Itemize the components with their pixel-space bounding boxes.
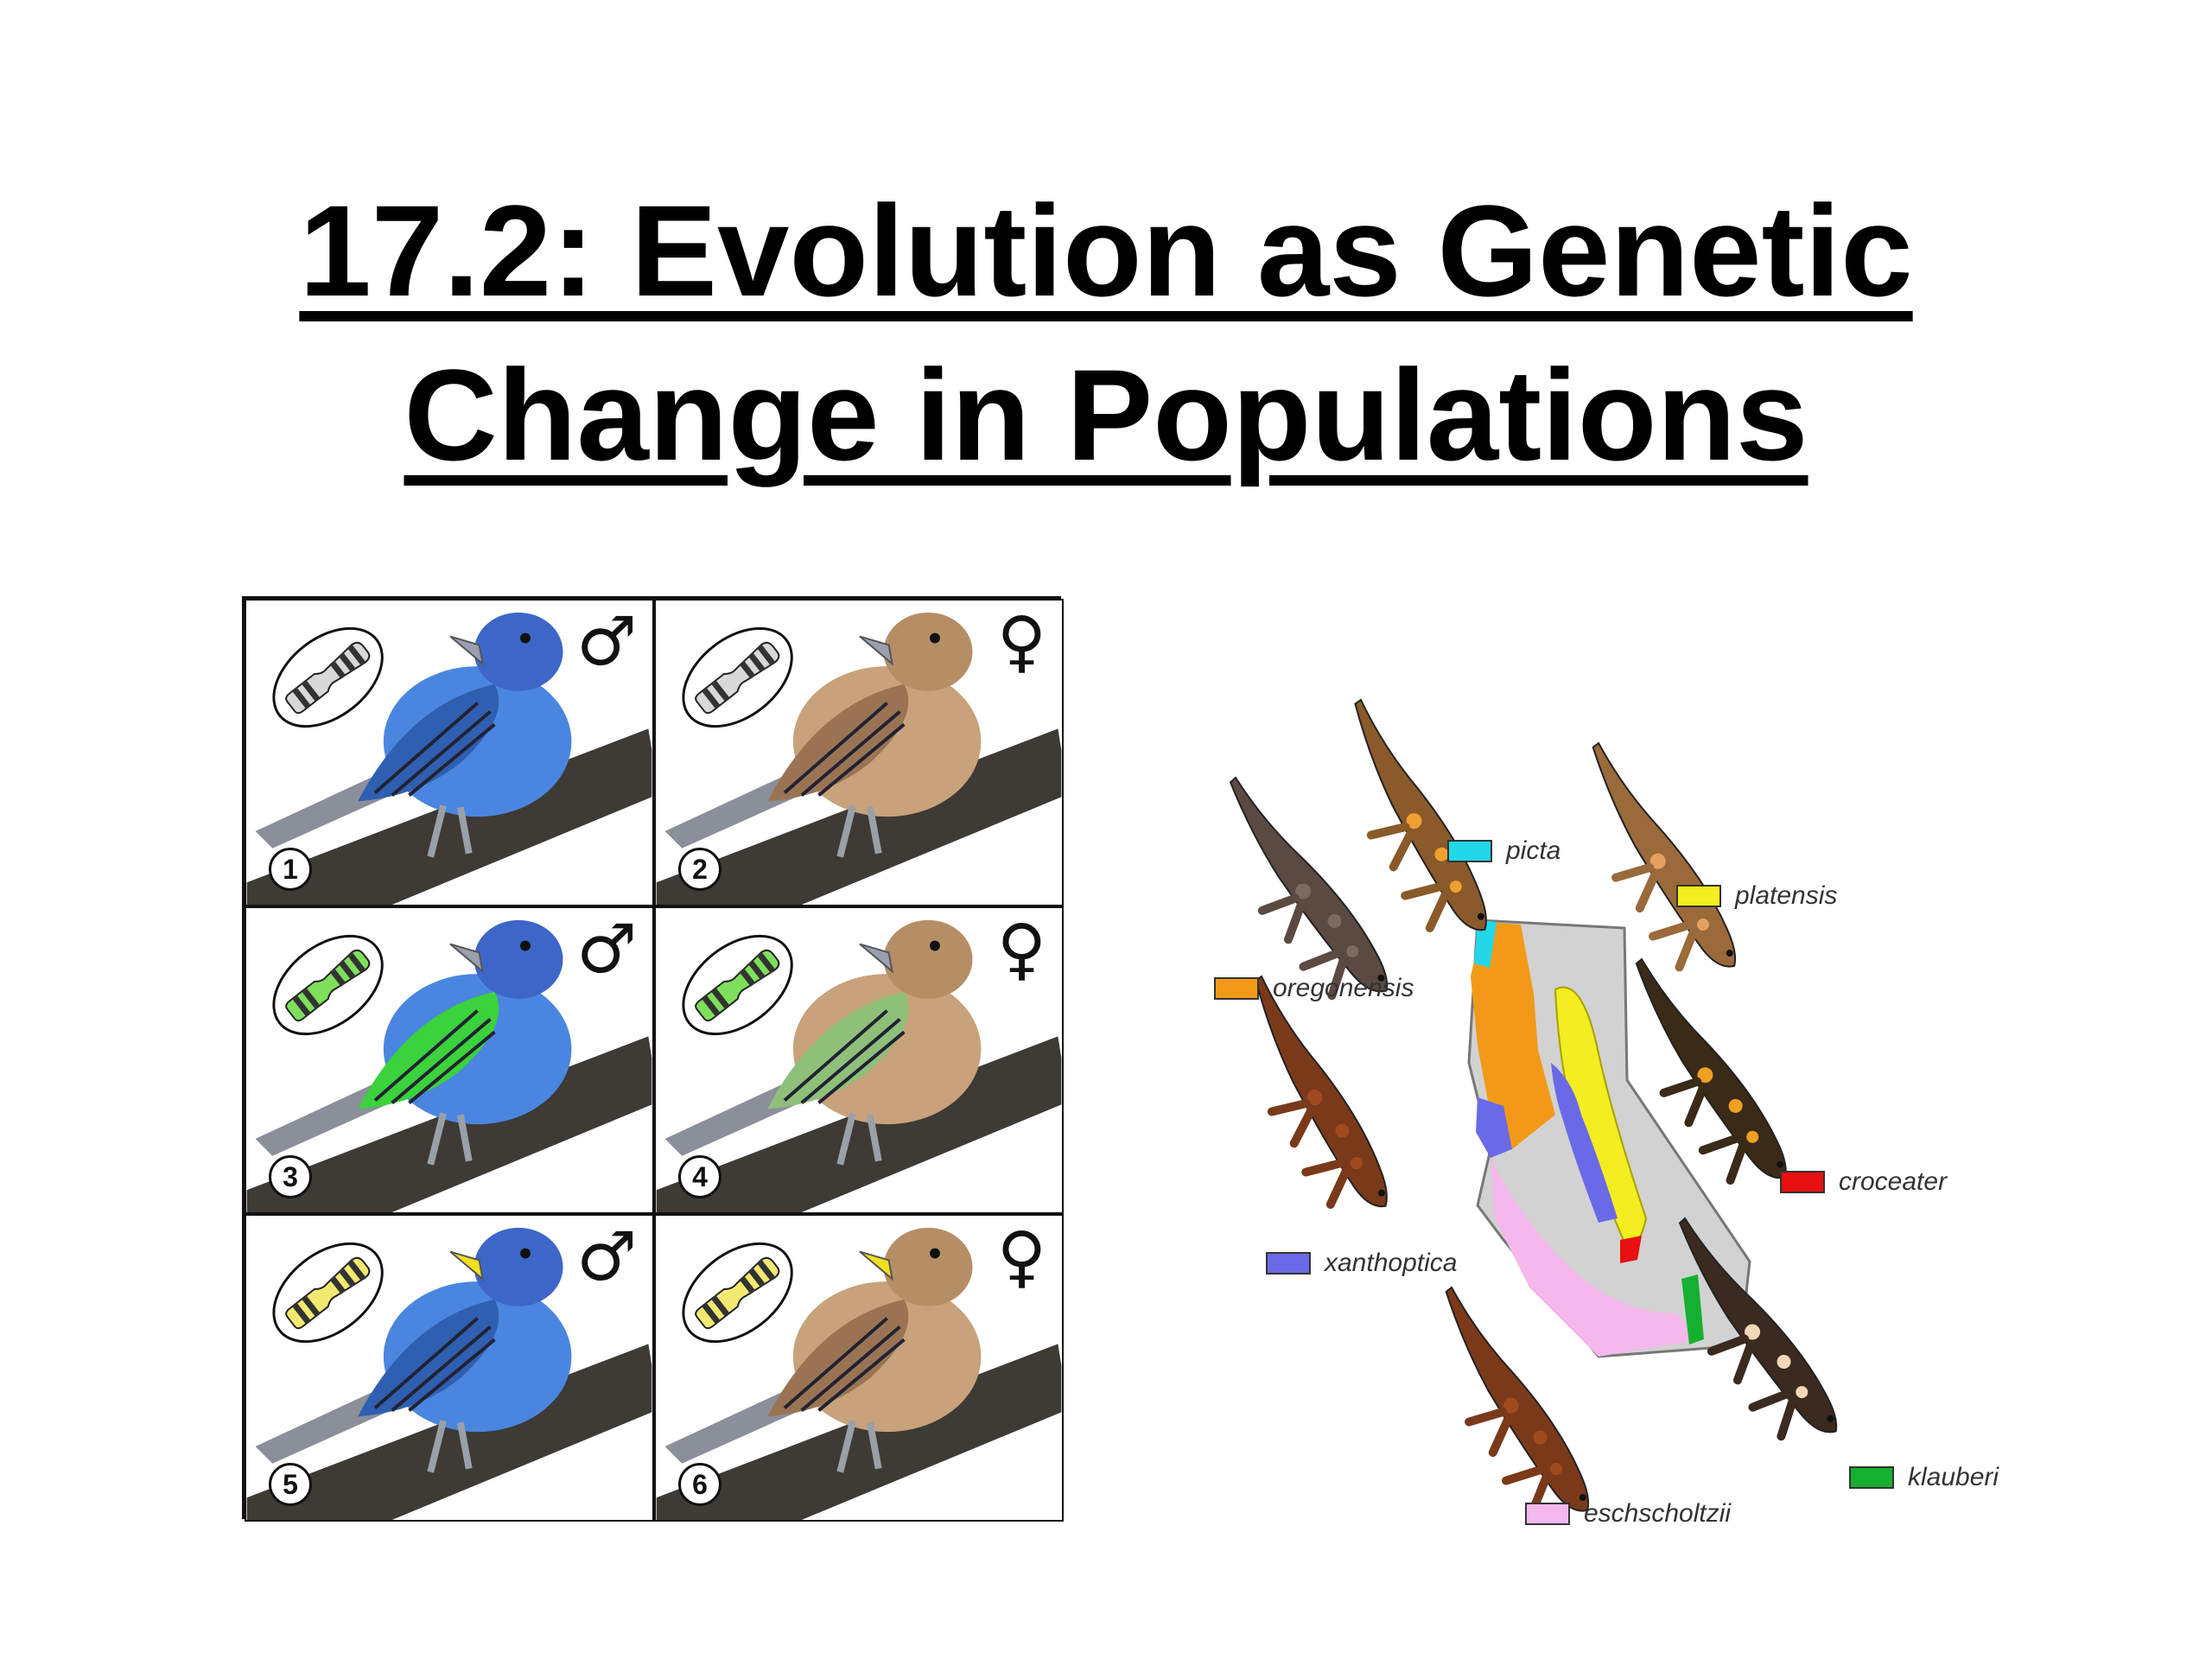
- sex-symbol: ♀: [996, 1218, 1046, 1296]
- legend-item-oregonensis: oregonensis: [1214, 974, 1414, 1003]
- salamander-icon: [1592, 741, 1737, 972]
- title-line-2: Change in Populations: [404, 342, 1808, 487]
- salamander-icon: [1229, 776, 1389, 1001]
- panel-number: 1: [269, 848, 312, 891]
- sex-symbol: ♀: [996, 911, 1046, 988]
- salamander-map-illustration: [1229, 698, 1838, 1516]
- salamander-ring-species-figure: picta platensis oregonensis croceater xa…: [1192, 596, 2074, 1547]
- legend-swatch: [1849, 1466, 1894, 1489]
- bird-illustration: [656, 919, 1062, 1212]
- sex-symbol: ♂: [576, 911, 637, 988]
- legend-swatch: [1676, 885, 1721, 907]
- legend-item-klauberi: klauberi: [1849, 1463, 1999, 1492]
- bird-panel: ♀ 4: [654, 906, 1064, 1214]
- bird-panel: ♀ 2: [654, 599, 1064, 906]
- legend-label: oregonensis: [1273, 974, 1414, 1002]
- salamander-icon: [1255, 975, 1388, 1209]
- legend-item-eschscholtzii: eschscholtzii: [1525, 1499, 1731, 1529]
- bird-illustration: [246, 919, 652, 1212]
- legend-item-picta: picta: [1447, 836, 1560, 866]
- panel-number: 6: [678, 1463, 721, 1506]
- bird-panel: ♂ 1: [245, 599, 654, 906]
- legend-swatch: [1525, 1503, 1570, 1525]
- legend-label: eschscholtzii: [1584, 1499, 1732, 1528]
- sex-symbol: ♂: [576, 1218, 637, 1296]
- legend-swatch: [1780, 1171, 1825, 1193]
- bird-illustration: [656, 1227, 1062, 1520]
- panel-number: 3: [269, 1155, 312, 1198]
- bird-panel: ♂ 3: [245, 906, 654, 1214]
- panel-number: 5: [269, 1463, 312, 1506]
- salamander-icon: [1635, 957, 1787, 1185]
- salamander-icon: [1354, 698, 1487, 932]
- bird-panel: ♂ 5: [245, 1214, 654, 1522]
- bird-chromosome-grid: ♂ 1 ♀: [242, 596, 1064, 1522]
- sex-symbol: ♀: [996, 603, 1046, 681]
- legend-swatch: [1214, 977, 1259, 1000]
- bird-illustration: [656, 612, 1062, 905]
- panel-number: 2: [678, 848, 721, 891]
- legend-label: klauberi: [1908, 1463, 1999, 1491]
- bird-panel: ♀ 6: [654, 1214, 1064, 1522]
- salamander-icon: [1445, 1286, 1590, 1516]
- legend-item-xanthoptica: xanthoptica: [1266, 1249, 1457, 1278]
- sex-symbol: ♂: [576, 603, 637, 681]
- panel-number: 4: [678, 1155, 721, 1198]
- slide-title: 17.2: Evolution as Genetic Change in Pop…: [0, 168, 2212, 497]
- title-line-1: 17.2: Evolution as Genetic: [299, 178, 1913, 323]
- legend-label: xanthoptica: [1325, 1249, 1458, 1277]
- legend-label: platensis: [1735, 881, 1838, 910]
- salamander-icon: [1678, 1217, 1838, 1441]
- legend-label: croceater: [1839, 1167, 1948, 1196]
- legend-swatch: [1266, 1252, 1311, 1274]
- bird-illustration: [246, 612, 652, 905]
- bird-illustration: [246, 1227, 652, 1520]
- legend-item-platensis: platensis: [1676, 881, 1837, 911]
- legend-item-croceater: croceater: [1780, 1167, 1947, 1197]
- legend-swatch: [1447, 840, 1492, 862]
- legend-label: picta: [1506, 836, 1561, 865]
